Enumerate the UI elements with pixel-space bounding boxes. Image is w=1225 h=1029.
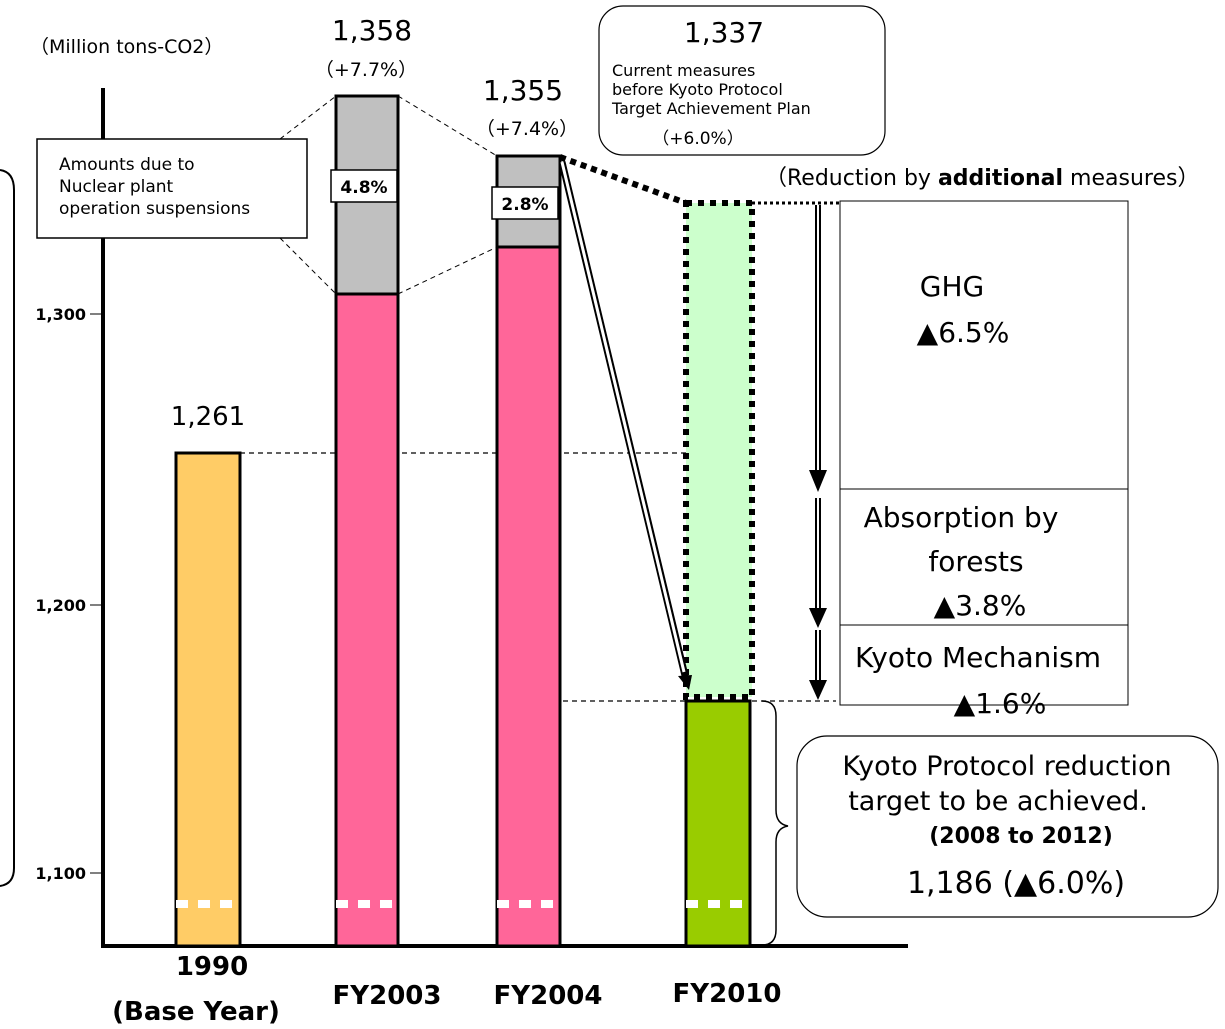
additional-suffix: measures） bbox=[1063, 166, 1199, 191]
forest-reduction-label-2: forests bbox=[928, 545, 1023, 578]
callout-line bbox=[279, 237, 337, 295]
nuclear-callout-line: Nuclear plant bbox=[59, 177, 174, 197]
x-label-fy2003: FY2003 bbox=[333, 981, 442, 1011]
bar-fy2010-target bbox=[684, 699, 752, 948]
axis-unit: （Million tons-CO2） bbox=[30, 36, 223, 58]
callout-line bbox=[397, 246, 498, 295]
current-measures-text: Current measures before Kyoto Protocol T… bbox=[611, 61, 811, 118]
current-measures-box bbox=[598, 5, 886, 156]
y-tick-label: 1,300 bbox=[35, 305, 86, 324]
nuclear-pct-fy2003: 4.8% bbox=[340, 178, 387, 198]
additional-prefix: （Reduction by bbox=[765, 166, 938, 191]
current-measures-line: before Kyoto Protocol bbox=[612, 80, 783, 99]
forest-reduction-box bbox=[839, 488, 1129, 626]
callout-line bbox=[279, 95, 337, 140]
additional-measures-label: （Reduction by additional measures） bbox=[765, 166, 1199, 191]
nuclear-callout-text: Amounts due to Nuclear plant operation s… bbox=[59, 155, 250, 219]
ghg-reduction-box bbox=[839, 200, 1129, 490]
pct-label-fy2004: （+7.4%） bbox=[476, 118, 578, 140]
y-tick-2: 1,200 bbox=[35, 596, 103, 615]
down-arrow bbox=[809, 205, 827, 492]
value-label-fy2003: 1,358 bbox=[332, 14, 412, 47]
y-tick-label: 1,200 bbox=[35, 596, 86, 615]
additional-bold: additional bbox=[938, 166, 1063, 191]
kyoto-mechanism-pct: ▲1.6% bbox=[954, 687, 1047, 720]
nuclear-pct-box-fy2003 bbox=[330, 169, 398, 203]
target-period: (2008 to 2012) bbox=[929, 824, 1113, 849]
ghg-reduction-label: GHG bbox=[920, 270, 984, 303]
target-arrow-head bbox=[678, 675, 692, 690]
nuclear-pct-box-fy2004 bbox=[491, 186, 559, 220]
ghg-reduction-pct: ▲6.5% bbox=[917, 316, 1010, 349]
target-text-1: Kyoto Protocol reduction bbox=[842, 751, 1171, 782]
y-tick-1: 1,100 bbox=[35, 864, 103, 883]
current-measures-line: Target Achievement Plan bbox=[611, 99, 811, 118]
value-label-fy2004: 1,355 bbox=[483, 74, 563, 107]
nuclear-callout-box bbox=[36, 138, 308, 239]
forest-reduction-pct: ▲3.8% bbox=[934, 589, 1027, 622]
nuclear-callout-line: operation suspensions bbox=[59, 199, 250, 219]
x-sublabel-1990: (Base Year) bbox=[112, 997, 280, 1027]
y-tick-3: 1,300 bbox=[35, 305, 103, 324]
bar-fy2004 bbox=[495, 245, 562, 948]
target-brace bbox=[761, 700, 789, 946]
kyoto-mechanism-box bbox=[839, 624, 1129, 706]
bar-1990 bbox=[174, 451, 242, 948]
pct-label-fy2003: （+7.7%） bbox=[315, 59, 417, 81]
target-value: 1,186 (▲6.0%) bbox=[907, 866, 1125, 901]
bar-fy2010-additional-measures bbox=[683, 200, 755, 700]
current-measures-pct: （+6.0%） bbox=[652, 129, 743, 149]
nuclear-pct-fy2004: 2.8% bbox=[501, 195, 548, 215]
y-tick-label: 1,100 bbox=[35, 864, 86, 883]
down-arrow bbox=[809, 498, 827, 628]
nuclear-callout-line: Amounts due to bbox=[59, 155, 195, 175]
down-arrow bbox=[809, 630, 827, 700]
dotted-connector bbox=[558, 154, 688, 206]
target-arrow-inner bbox=[560, 161, 686, 673]
current-measures-value: 1,337 bbox=[684, 16, 764, 49]
callout-line bbox=[397, 95, 498, 157]
left-bracket bbox=[0, 169, 15, 887]
x-label-1990: 1990 bbox=[176, 952, 248, 982]
x-label-fy2010: FY2010 bbox=[673, 979, 782, 1009]
x-label-fy2004: FY2004 bbox=[494, 981, 603, 1011]
forest-reduction-label: Absorption by bbox=[864, 501, 1059, 534]
target-box bbox=[796, 735, 1219, 918]
target-text-2: target to be achieved. bbox=[848, 786, 1148, 817]
bar-fy2003 bbox=[334, 292, 400, 948]
value-label-1990: 1,261 bbox=[171, 402, 245, 432]
current-measures-line: Current measures bbox=[612, 61, 755, 80]
kyoto-mechanism-label: Kyoto Mechanism bbox=[855, 641, 1101, 674]
